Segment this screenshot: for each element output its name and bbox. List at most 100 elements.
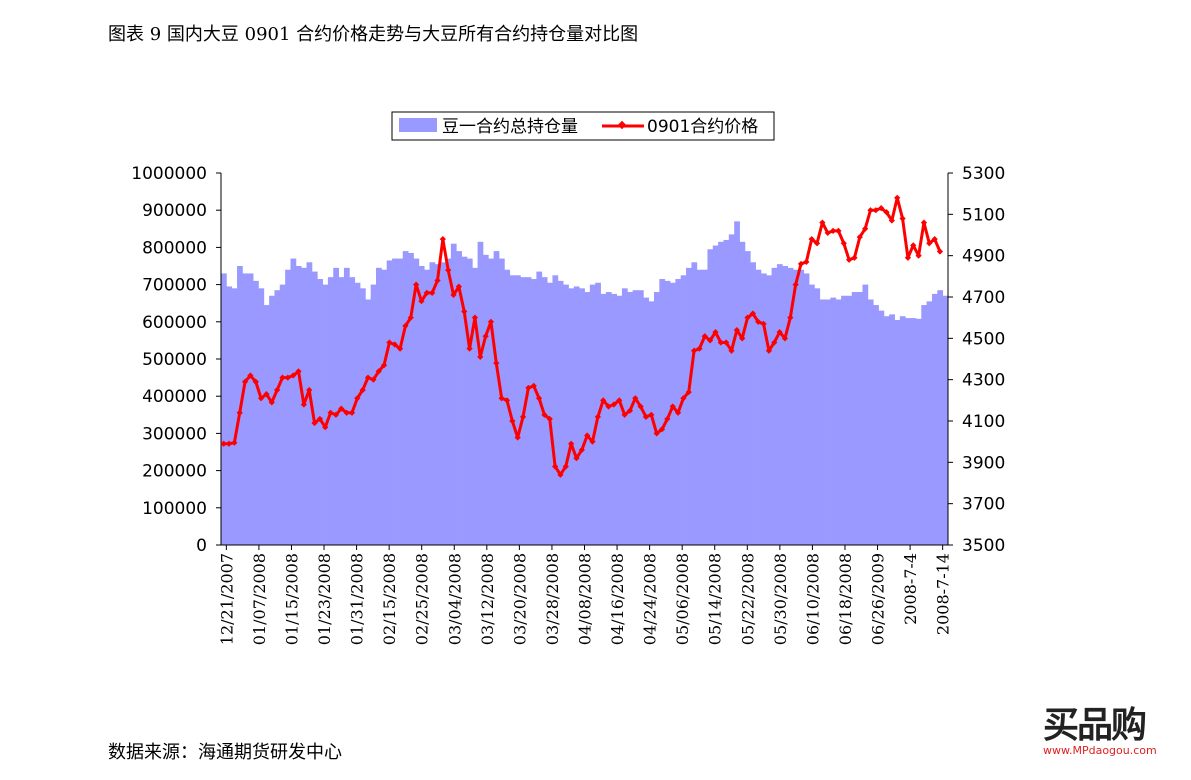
price-point: [707, 337, 714, 344]
x-tick-label: 05/14/2008: [706, 553, 725, 645]
y-right-tick-label: 4700: [962, 288, 1005, 308]
price-point: [364, 374, 372, 381]
bar: [247, 273, 254, 545]
y-right-tick-label: 3900: [962, 453, 1005, 473]
bar: [878, 310, 885, 545]
bar: [883, 316, 890, 545]
y-left-tick-label: 600000: [142, 313, 207, 333]
bar: [536, 271, 543, 545]
x-tick-label: 01/07/2008: [250, 553, 269, 645]
bar: [744, 251, 751, 545]
price-point: [445, 267, 452, 274]
bar: [418, 266, 425, 545]
bar: [632, 290, 639, 545]
bar: [408, 252, 414, 546]
chart-legend: 豆一合约总持仓量 0901合约价格: [391, 111, 775, 141]
bar: [637, 290, 644, 545]
axes: [216, 172, 953, 550]
bar: [354, 282, 361, 545]
bar: [905, 318, 911, 545]
bar: [627, 292, 634, 545]
bar: [750, 262, 756, 545]
bar: [424, 269, 430, 545]
price-point: [311, 419, 318, 427]
y-left-tick-label: 100000: [142, 499, 207, 519]
price-point: [653, 430, 660, 437]
bar: [942, 295, 949, 545]
bar: [552, 275, 559, 545]
bar: [269, 295, 275, 545]
price-point: [338, 405, 345, 412]
bar: [488, 258, 495, 545]
bar: [440, 262, 446, 545]
y-right-tick-label: 3700: [962, 495, 1005, 515]
bar: [359, 288, 366, 545]
bar: [450, 243, 457, 545]
legend-label-bars: 豆一合约总持仓量: [442, 117, 578, 137]
bar: [702, 269, 708, 545]
x-tick-label: 05/06/2008: [673, 553, 692, 645]
x-tick-label: 05/30/2008: [771, 553, 790, 645]
price-point: [525, 384, 532, 392]
price-point: [541, 411, 548, 418]
x-tick-label: 02/25/2008: [413, 553, 432, 645]
bar: [766, 275, 772, 545]
x-tick-label: 04/08/2008: [576, 553, 595, 645]
price-point: [306, 386, 313, 394]
x-tick-label: 03/28/2008: [543, 553, 562, 645]
y-left-tick-label: 1000000: [131, 164, 207, 184]
x-tick-label: 01/23/2008: [315, 553, 334, 645]
bar: [295, 266, 302, 545]
bar: [290, 258, 297, 545]
bar: [525, 277, 532, 545]
price-point: [284, 374, 291, 381]
bar: [274, 290, 281, 545]
bar: [696, 269, 703, 545]
price-point: [327, 409, 334, 416]
bar: [899, 316, 906, 545]
bar: [728, 234, 735, 545]
bar: [851, 292, 858, 545]
bar: [381, 269, 388, 545]
y-left-tick-label: 300000: [142, 424, 207, 444]
bar: [498, 258, 505, 545]
bar: [755, 269, 762, 545]
y-left-tick-labels: 0 100000 200000 300000 400000 500000 600000 700…: [131, 164, 207, 556]
y-right-tick-label: 4900: [962, 247, 1005, 267]
price-point: [236, 409, 243, 416]
x-tick-label: 03/20/2008: [510, 553, 529, 645]
bar: [504, 269, 511, 545]
price-point: [621, 411, 628, 418]
price-point: [439, 236, 446, 243]
y-right-tick-label: 3500: [962, 536, 1005, 556]
price-point: [257, 395, 265, 402]
bar: [616, 295, 623, 545]
bar: [659, 279, 666, 545]
x-tick-labels: 12/21/2007 01/07/2008 01/15/2008 01/23/2008…: [217, 553, 952, 645]
source-note: 数据来源：海通期货研发中心: [108, 742, 342, 763]
bar: [809, 284, 815, 545]
bar: [531, 279, 537, 545]
bar: [680, 275, 687, 545]
bar: [376, 267, 382, 545]
price-point: [412, 281, 420, 288]
x-tick-label: 01/31/2008: [348, 553, 367, 645]
y-left-tick-label: 500000: [142, 350, 207, 370]
y-left-tick-label: 900000: [142, 201, 207, 221]
bar: [477, 241, 484, 545]
y-left-tick-label: 200000: [142, 462, 207, 482]
price-point: [760, 320, 767, 327]
bar: [413, 258, 420, 545]
bar: [397, 258, 404, 545]
bar: [798, 269, 805, 545]
x-tick-label: 12/21/2007: [217, 553, 236, 645]
bar: [322, 284, 329, 545]
x-tick-label: 2008-7-4: [901, 553, 920, 625]
bar: [723, 239, 730, 545]
price-point: [482, 333, 489, 340]
price-point: [701, 333, 708, 340]
price-point: [380, 362, 388, 369]
bar: [263, 305, 270, 545]
bar: [819, 299, 826, 545]
